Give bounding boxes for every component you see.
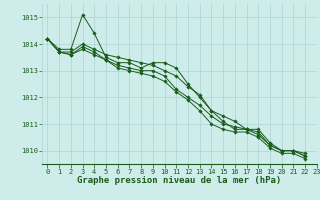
X-axis label: Graphe pression niveau de la mer (hPa): Graphe pression niveau de la mer (hPa) bbox=[77, 176, 281, 185]
